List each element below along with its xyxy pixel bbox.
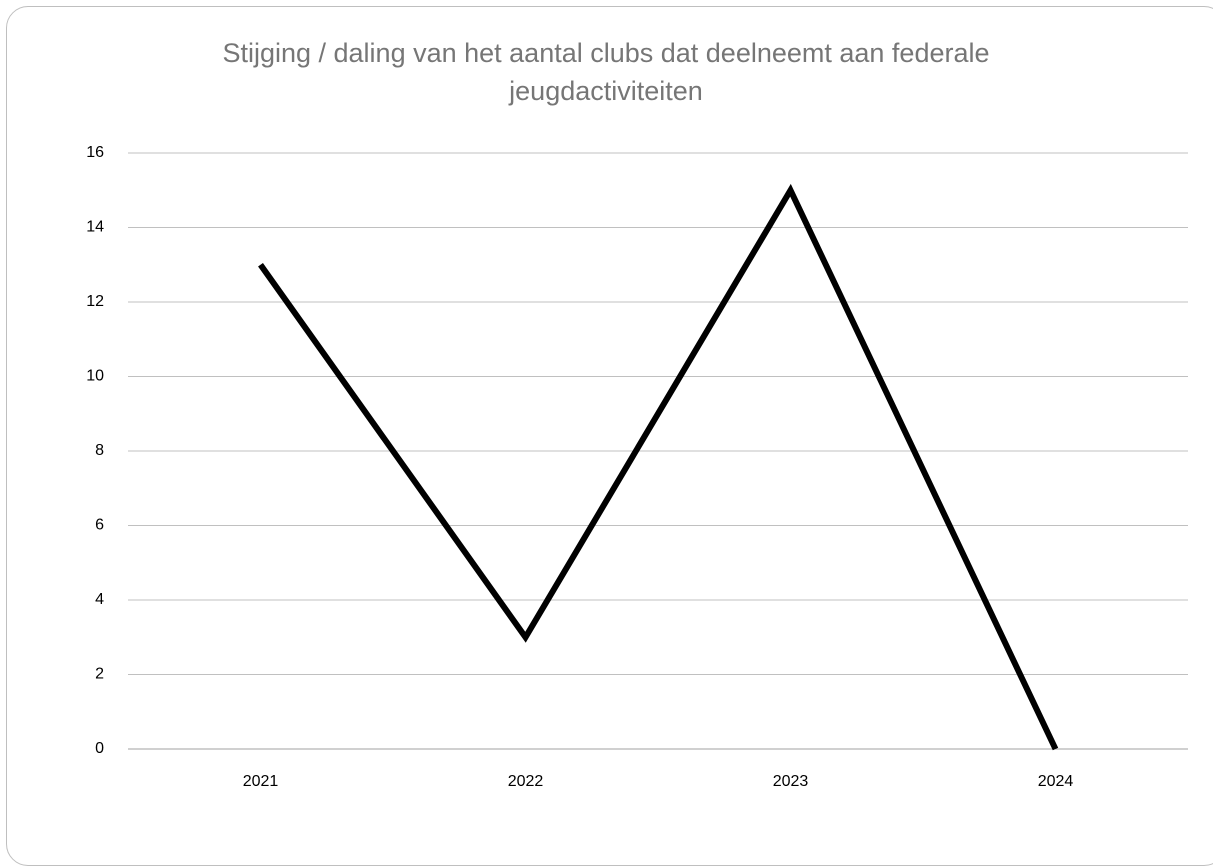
y-tick-label: 0 <box>95 740 104 757</box>
data-line <box>258 183 1059 751</box>
y-tick-label: 6 <box>95 517 104 534</box>
x-tick-label: 2022 <box>508 773 544 790</box>
y-tick-label: 12 <box>86 293 104 310</box>
y-tick-label: 8 <box>95 442 104 459</box>
x-tick-label: 2023 <box>773 773 809 790</box>
y-tick-label: 10 <box>86 368 104 385</box>
y-tick-label: 4 <box>95 591 104 608</box>
x-tick-label: 2021 <box>243 773 279 790</box>
y-tick-label: 2 <box>95 666 104 683</box>
x-tick-label: 2024 <box>1038 773 1074 790</box>
y-tick-label: 14 <box>86 219 104 236</box>
chart-title: Stijging / daling van het aantal clubs d… <box>222 38 990 106</box>
y-tick-label: 16 <box>86 144 104 161</box>
